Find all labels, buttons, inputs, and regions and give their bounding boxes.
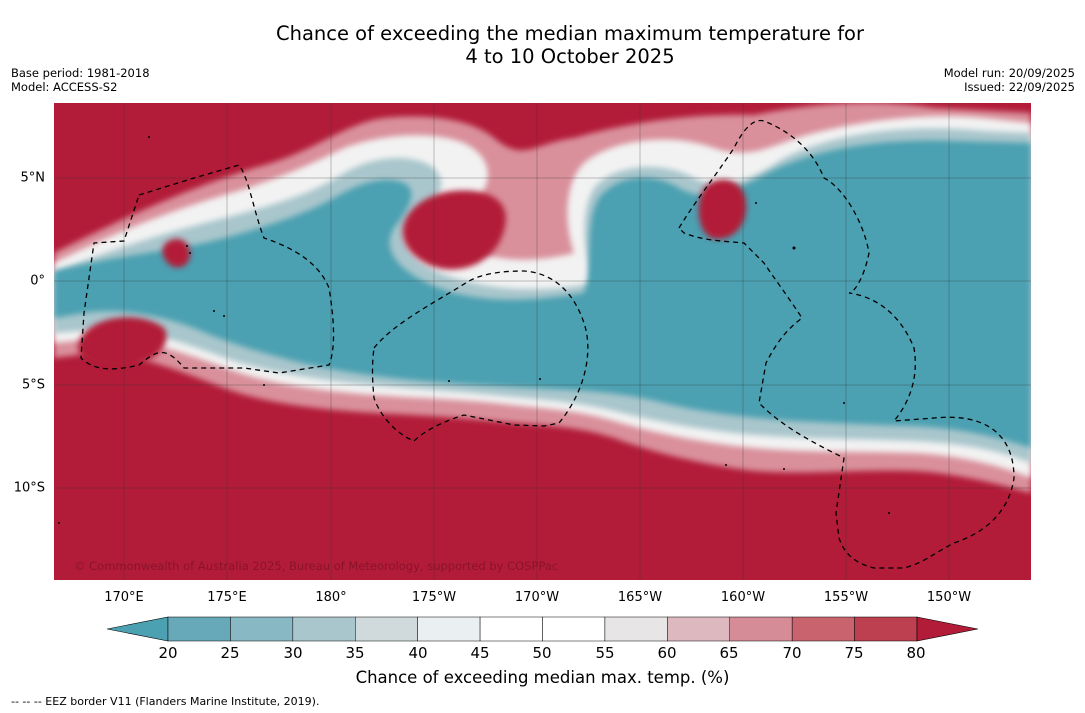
colorbar xyxy=(107,616,978,642)
colorbar-bin xyxy=(729,616,793,642)
graticule xyxy=(54,103,1031,580)
colorbar-extend-low xyxy=(107,616,169,642)
colorbar-bin xyxy=(791,616,855,642)
colorbar-bin xyxy=(479,616,543,642)
colorbar-tick: 65 xyxy=(719,644,739,662)
eez-footnote: -- -- -- EEZ border V11 (Flanders Marine… xyxy=(11,695,320,708)
model-run: Model run: 20/09/2025 xyxy=(943,66,1075,80)
colorbar-tick: 70 xyxy=(782,644,802,662)
colorbar-tick: 80 xyxy=(906,644,926,662)
probability-map: © Commonwealth of Australia 2025, Bureau… xyxy=(54,103,1031,580)
colorbar-tick: 75 xyxy=(844,644,864,662)
colorbar-tick: 45 xyxy=(470,644,490,662)
colorbar-bin xyxy=(667,616,730,642)
base-period: Base period: 1981-2018 xyxy=(11,66,150,80)
colorbar-bin xyxy=(542,616,606,642)
colorbar-extend-high xyxy=(916,616,978,642)
colorbar-bin xyxy=(604,616,668,642)
chart-title: Chance of exceeding the median maximum t… xyxy=(0,22,1085,68)
title-line-1: Chance of exceeding the median maximum t… xyxy=(275,22,865,45)
lon-label-150w: 150°W xyxy=(926,590,972,605)
issued-date: Issued: 22/09/2025 xyxy=(964,80,1075,94)
warm-patches xyxy=(78,179,747,368)
lat-label-0: 0° xyxy=(30,273,45,289)
colorbar-tick: 50 xyxy=(532,644,552,662)
lon-label-175e: 175°E xyxy=(207,590,247,605)
colorbar-bin xyxy=(292,616,356,642)
lat-label-5s: 5°S xyxy=(21,377,45,393)
title-line-2: 4 to 10 October 2025 xyxy=(465,45,675,68)
lon-label-170e: 170°E xyxy=(104,590,144,605)
colorbar-tick: 35 xyxy=(345,644,365,662)
eez-borders xyxy=(80,119,1015,569)
colorbar-tick: 60 xyxy=(657,644,677,662)
colorbar-bin xyxy=(167,616,231,642)
colorbar-tick: 30 xyxy=(283,644,303,662)
model-name: Model: ACCESS-S2 xyxy=(11,80,118,94)
cool-region xyxy=(54,140,1031,448)
colorbar-segments xyxy=(107,616,978,642)
colorbar-label: Chance of exceeding median max. temp. (%… xyxy=(355,668,730,687)
colorbar-bin xyxy=(230,616,294,642)
colorbar-bin xyxy=(355,616,418,642)
lat-label-10s: 10°S xyxy=(13,480,45,496)
colorbar-bin xyxy=(854,616,918,642)
island-outlines xyxy=(58,136,890,524)
meta-right: Model run: 20/09/2025 Issued: 22/09/2025 xyxy=(944,66,1075,94)
lon-label-170w: 170°W xyxy=(514,590,560,605)
lon-label-165w: 165°W xyxy=(617,590,663,605)
copyright-text: © Commonwealth of Australia 2025, Bureau… xyxy=(74,559,558,573)
lon-label-155w: 155°W xyxy=(823,590,869,605)
colorbar-tick: 40 xyxy=(408,644,428,662)
colorbar-tick: 20 xyxy=(158,644,178,662)
lat-label-5n: 5°N xyxy=(20,170,46,186)
meta-left: Base period: 1981-2018 Model: ACCESS-S2 xyxy=(11,66,150,94)
colorbar-tick: 25 xyxy=(220,644,240,662)
colorbar-tick: 55 xyxy=(595,644,615,662)
lon-label-175w: 175°W xyxy=(411,590,457,605)
lon-label-180: 180° xyxy=(315,590,347,605)
lon-label-160w: 160°W xyxy=(720,590,766,605)
colorbar-bin xyxy=(417,616,481,642)
